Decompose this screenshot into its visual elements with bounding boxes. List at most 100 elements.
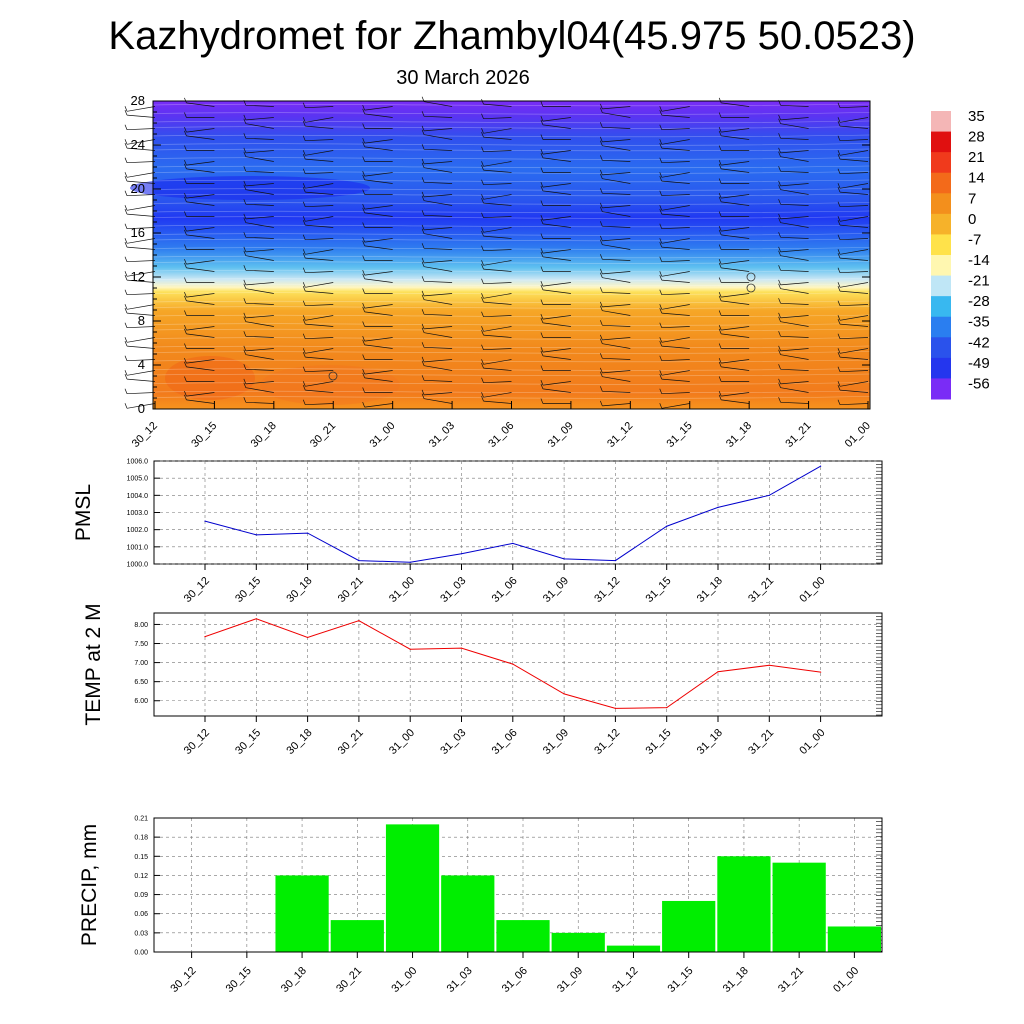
x-tick-label: 30_21 xyxy=(334,965,364,995)
x-tick-label: 31_21 xyxy=(783,420,813,450)
wind-barb-flag xyxy=(540,115,544,122)
wind-barb xyxy=(542,190,571,195)
wind-barb xyxy=(780,315,809,319)
wind-barb xyxy=(661,337,690,343)
wind-barb-flag xyxy=(124,208,128,215)
wind-barb-flag xyxy=(600,400,603,407)
wind-barb xyxy=(483,194,512,200)
wind-barb xyxy=(602,139,631,143)
precip-panel: 0.00 0.03 0.06 0.09 0.12 0.15 0.18 0.21 30_12 30_… xyxy=(78,816,883,995)
x-tick-label: 01_00 xyxy=(797,727,827,757)
wind-barb-flag xyxy=(540,365,544,371)
wind-barb-flag xyxy=(243,151,247,157)
wind-barb xyxy=(424,346,453,349)
wind-barb xyxy=(305,139,334,142)
wind-barb xyxy=(186,135,215,140)
wind-barb xyxy=(245,249,274,253)
colorbar-swatch xyxy=(931,213,951,235)
y-tick-label: 1006.0 xyxy=(127,459,149,466)
contour-line xyxy=(152,396,871,399)
wind-barb-flag xyxy=(837,315,841,321)
wind-barb xyxy=(780,117,809,121)
wind-barb xyxy=(839,249,869,255)
wind-barb xyxy=(721,399,750,404)
wind-barb xyxy=(721,260,750,265)
wind-barb xyxy=(780,222,809,228)
wind-barb xyxy=(542,157,571,162)
wind-barb-flag xyxy=(421,144,425,150)
wind-barb xyxy=(483,326,512,332)
wind-barb xyxy=(424,134,453,140)
wind-barb-flag xyxy=(362,222,365,228)
colorbar-label: 7 xyxy=(968,190,976,207)
y-tick-label: 8.00 xyxy=(134,622,148,629)
x-tick-label: 30_18 xyxy=(279,965,309,995)
y-tick-label: 7.50 xyxy=(134,641,148,648)
wind-barb xyxy=(305,337,334,340)
wind-barb-flag xyxy=(600,334,603,341)
wind-barb xyxy=(126,293,156,296)
data-point xyxy=(563,558,565,560)
wind-barb xyxy=(424,398,453,404)
wind-barb-flag xyxy=(124,139,128,145)
wind-barb-flag xyxy=(837,399,841,405)
wind-barb xyxy=(721,194,750,199)
wind-barb-flag xyxy=(659,388,663,394)
wind-barb-flag xyxy=(184,145,187,151)
wind-barb-flag xyxy=(778,349,781,355)
wind-barb-flag xyxy=(362,306,365,313)
wind-barb xyxy=(126,139,156,145)
wind-barb xyxy=(542,322,571,327)
wind-barb-flag xyxy=(659,304,663,310)
wind-barb-flag xyxy=(659,271,663,277)
wind-barb xyxy=(245,269,274,272)
wind-barb xyxy=(126,147,156,151)
wind-barb-flag xyxy=(600,169,603,176)
wind-barb xyxy=(245,321,274,327)
y-tick-label: 0.06 xyxy=(134,911,148,918)
data-point xyxy=(614,559,617,562)
wind-barb-flag xyxy=(659,373,663,380)
wind-barb-flag xyxy=(837,150,841,156)
wind-barb-flag xyxy=(124,274,128,281)
wind-barb-flag xyxy=(659,289,663,295)
wind-barb-flag xyxy=(659,403,663,409)
wind-barb xyxy=(483,381,512,384)
wind-barb-flag xyxy=(837,135,841,141)
data-point xyxy=(512,663,514,665)
wind-barb xyxy=(305,282,334,288)
wind-barb-flag xyxy=(837,201,841,207)
wind-barb-flag xyxy=(302,384,306,391)
wind-barb-flag xyxy=(718,277,722,283)
wind-barb xyxy=(305,290,334,294)
wind-barb-flag xyxy=(778,316,781,322)
wind-barb-flag xyxy=(362,203,365,210)
wind-barb-flag xyxy=(600,140,603,146)
wind-barb xyxy=(305,224,334,228)
data-point xyxy=(409,648,411,650)
x-tick-label: 31_12 xyxy=(610,965,640,995)
wind-barb xyxy=(126,337,156,343)
wind-barb xyxy=(364,278,393,283)
wind-barb xyxy=(126,326,156,329)
wind-barb xyxy=(483,249,512,252)
contour-line xyxy=(152,382,871,385)
wind-barb xyxy=(483,169,512,173)
x-tick-label: 31_21 xyxy=(746,575,776,605)
y-tick-label: 1003.0 xyxy=(127,510,149,517)
wind-barb-flag xyxy=(540,119,544,126)
wind-barb xyxy=(602,258,631,261)
wind-barb xyxy=(245,137,274,140)
wind-barb xyxy=(186,102,215,107)
wind-barb-flag xyxy=(600,235,603,242)
wind-barb xyxy=(126,205,156,211)
wind-barb xyxy=(186,399,215,404)
wind-barb xyxy=(126,304,156,310)
x-tick-label: 31_12 xyxy=(592,727,622,757)
colorbar-swatch xyxy=(931,378,951,400)
y-tick-label: 0.21 xyxy=(134,816,148,823)
wind-barb xyxy=(126,260,156,263)
wind-barb-flag xyxy=(481,179,484,185)
wind-barb xyxy=(661,345,690,349)
wind-barb-flag xyxy=(421,393,425,399)
